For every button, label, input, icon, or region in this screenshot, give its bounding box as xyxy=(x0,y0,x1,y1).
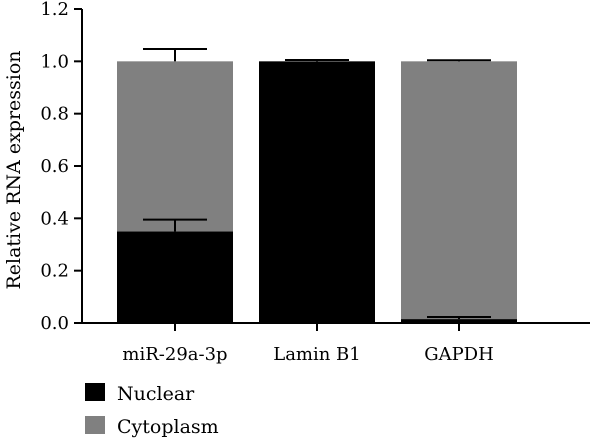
y-tick-label: 0.0 xyxy=(40,313,69,334)
legend-label-cytoplasm: Cytoplasm xyxy=(117,416,219,438)
bar-cytoplasm-2 xyxy=(401,61,517,320)
legend-swatch-cytoplasm xyxy=(85,416,105,434)
y-tick-label: 1.2 xyxy=(40,0,69,20)
y-tick-label: 1.0 xyxy=(40,51,69,72)
legend-swatch-nuclear xyxy=(85,383,105,401)
y-axis: 0.0 0.2 0.4 0.6 0.8 1.0 1.2 xyxy=(40,0,83,334)
legend: Nuclear Cytoplasm xyxy=(85,383,219,438)
y-axis-label: Relative RNA expression xyxy=(3,50,25,289)
bar-nuclear-0 xyxy=(117,231,233,323)
y-tick-label: 0.6 xyxy=(40,156,69,177)
error-bars xyxy=(143,48,491,320)
x-tick-label: Lamin B1 xyxy=(273,344,361,365)
y-tick-label: 0.4 xyxy=(40,208,69,229)
legend-label-nuclear: Nuclear xyxy=(117,383,195,405)
y-tick-label: 0.8 xyxy=(40,104,69,125)
x-tick-label: miR-29a-3p xyxy=(122,344,227,365)
x-axis: miR-29a-3p Lamin B1 GAPDH xyxy=(81,322,590,365)
bar-cytoplasm-0 xyxy=(117,61,233,232)
y-tick-label: 0.2 xyxy=(40,261,69,282)
x-tick-label: GAPDH xyxy=(424,344,494,365)
bars xyxy=(117,61,517,323)
bar-nuclear-1 xyxy=(259,61,375,323)
bar-nuclear-2 xyxy=(401,319,517,323)
